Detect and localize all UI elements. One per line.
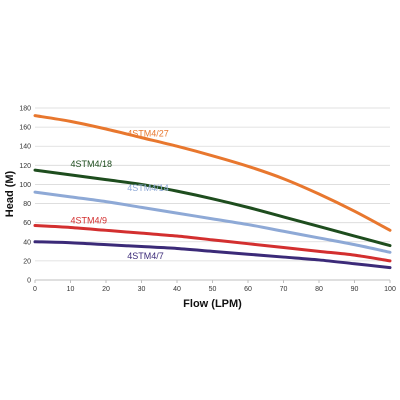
- y-tick-label: 80: [23, 201, 31, 208]
- y-tick-label: 160: [19, 125, 31, 132]
- series-line-4stm4-27: [33, 114, 392, 232]
- x-tick-label: 60: [244, 286, 252, 293]
- series-layer: [33, 114, 392, 270]
- series-labels-layer: 4STM4/27 4STM4/18 4STM4/14 4STM4/9 4STM4/7: [71, 129, 169, 261]
- series-label-4stm4-9: 4STM4/9: [71, 216, 108, 226]
- x-tick-label: 10: [67, 286, 75, 293]
- x-tick-label: 90: [351, 286, 359, 293]
- y-tick-label: 20: [23, 258, 31, 265]
- series-line-4stm4-14: [33, 190, 392, 254]
- x-tick-label: 50: [209, 286, 217, 293]
- y-axis-title: Head (M): [4, 170, 16, 217]
- series-line-4stm4-9: [33, 224, 392, 263]
- x-tick-label: 70: [280, 286, 288, 293]
- grid-layer: [35, 107, 390, 262]
- series-label-4stm4-27: 4STM4/27: [127, 129, 169, 139]
- x-tick-label: 0: [33, 286, 37, 293]
- series-line-4stm4-18: [33, 168, 392, 248]
- x-tick-label: 100: [384, 286, 396, 293]
- x-tick-label: 40: [173, 286, 181, 293]
- y-tick-label: 60: [23, 220, 31, 227]
- series-line-4stm4-7: [33, 240, 392, 270]
- axes-layer: 0 20 40 60 80 100 120 140 160 180 0 10 20 30 40 50 60 70 8…: [19, 106, 396, 294]
- x-tick-label: 30: [138, 286, 146, 293]
- y-tick-label: 120: [19, 163, 31, 170]
- y-tick-label: 40: [23, 239, 31, 246]
- x-axis-title: Flow (LPM): [183, 298, 242, 310]
- y-tick-label: 140: [19, 144, 31, 151]
- x-tick-label: 80: [315, 286, 323, 293]
- x-tick-label: 20: [102, 286, 110, 293]
- series-label-4stm4-7: 4STM4/7: [127, 251, 164, 261]
- y-tick-label: 180: [19, 106, 31, 113]
- series-label-4stm4-18: 4STM4/18: [71, 159, 113, 169]
- series-label-4stm4-14: 4STM4/14: [127, 183, 169, 193]
- y-tick-label: 100: [19, 182, 31, 189]
- y-tick-label: 0: [27, 278, 31, 285]
